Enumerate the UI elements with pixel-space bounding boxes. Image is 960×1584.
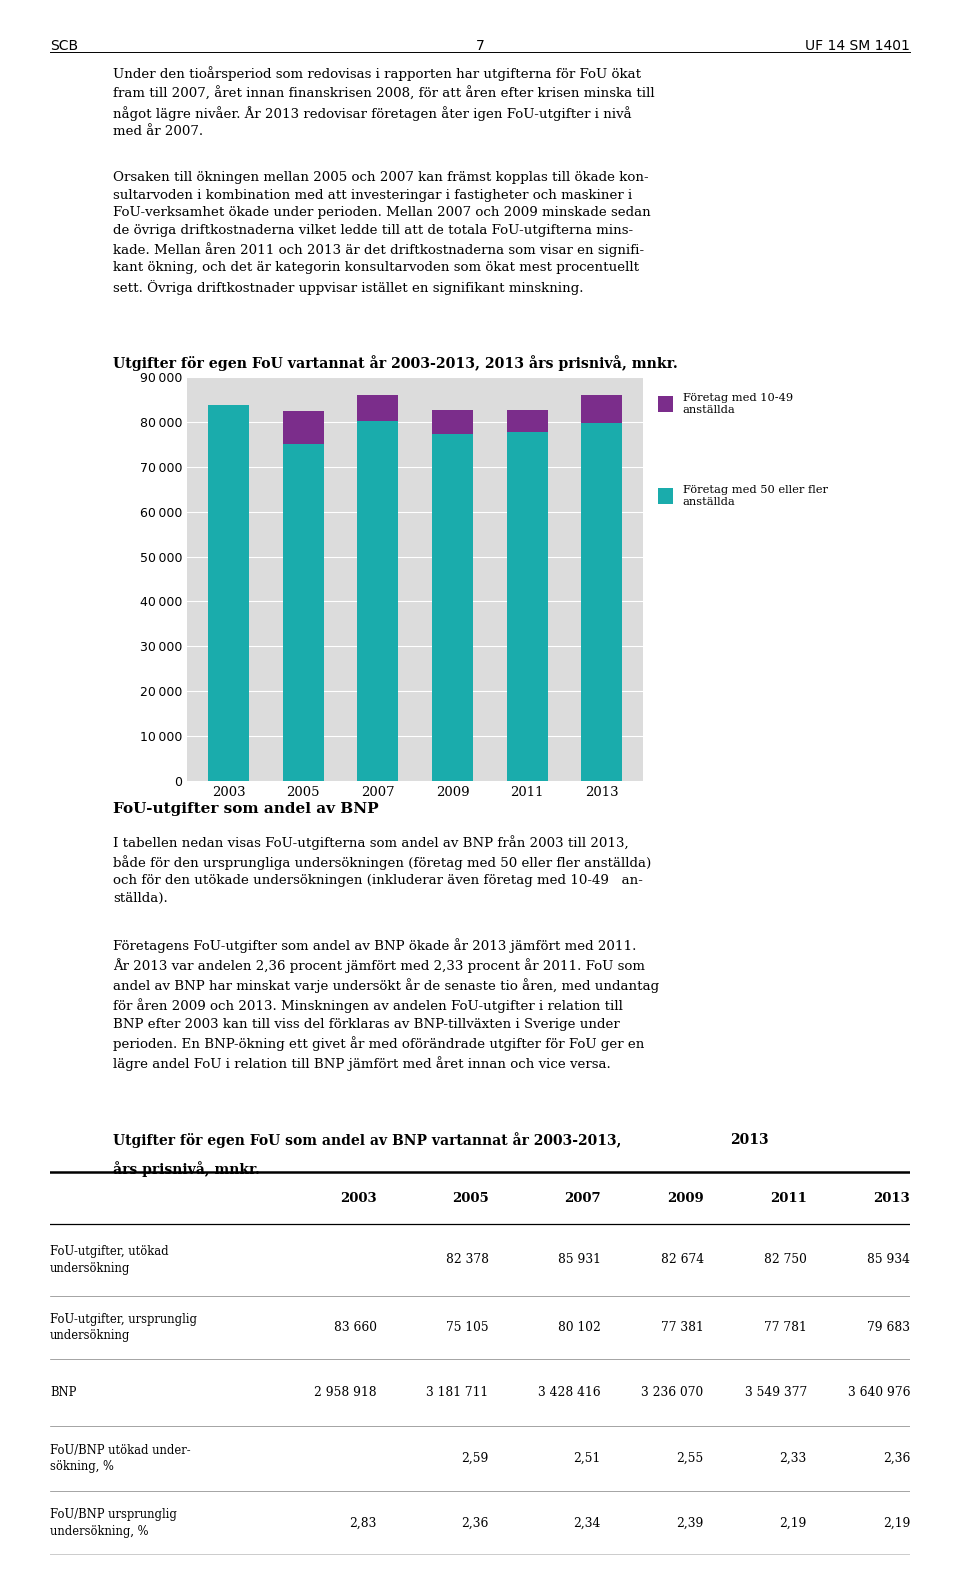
Text: års prisnivå, mnkr.: års prisnivå, mnkr. xyxy=(113,1161,260,1177)
Text: 85 931: 85 931 xyxy=(558,1253,600,1266)
Text: 80 102: 80 102 xyxy=(558,1321,600,1334)
Text: Orsaken till ökningen mellan 2005 och 2007 kan främst kopplas till ökade kon-
su: Orsaken till ökningen mellan 2005 och 20… xyxy=(113,171,651,295)
Bar xyxy=(507,410,548,432)
Bar xyxy=(357,421,398,781)
Text: 2013: 2013 xyxy=(730,1133,768,1147)
Bar xyxy=(282,444,324,781)
Text: Utgifter för egen FoU vartannat år 2003-2013, 2013 års prisnivå, mnkr.: Utgifter för egen FoU vartannat år 2003-… xyxy=(113,355,678,371)
Text: FoU-utgifter, utökad
undersökning: FoU-utgifter, utökad undersökning xyxy=(50,1245,169,1275)
Text: 3 640 976: 3 640 976 xyxy=(848,1386,910,1399)
Text: 2,33: 2,33 xyxy=(780,1453,806,1465)
Bar xyxy=(357,396,398,421)
Text: 2,36: 2,36 xyxy=(882,1453,910,1465)
Text: 77 781: 77 781 xyxy=(764,1321,806,1334)
Bar xyxy=(432,434,473,781)
Text: 2,19: 2,19 xyxy=(882,1516,910,1530)
Text: 3 549 377: 3 549 377 xyxy=(745,1386,806,1399)
Bar xyxy=(432,410,473,434)
Text: 2,19: 2,19 xyxy=(780,1516,806,1530)
Text: SCB: SCB xyxy=(50,38,78,52)
Text: Företagens FoU-utgifter som andel av BNP ökade år 2013 jämfört med 2011.
År 2013: Företagens FoU-utgifter som andel av BNP… xyxy=(113,938,660,1071)
Text: 3 428 416: 3 428 416 xyxy=(538,1386,600,1399)
Text: 2013: 2013 xyxy=(874,1191,910,1204)
Bar xyxy=(507,432,548,781)
Text: FoU-utgifter, ursprunglig
undersökning: FoU-utgifter, ursprunglig undersökning xyxy=(50,1313,197,1342)
Text: FoU-utgifter som andel av BNP: FoU-utgifter som andel av BNP xyxy=(113,802,379,816)
Text: 3 181 711: 3 181 711 xyxy=(426,1386,489,1399)
Bar xyxy=(582,423,622,781)
Text: 2005: 2005 xyxy=(452,1191,489,1204)
Text: 2 958 918: 2 958 918 xyxy=(314,1386,376,1399)
Text: 2,51: 2,51 xyxy=(573,1453,600,1465)
Text: 2,83: 2,83 xyxy=(349,1516,376,1530)
Text: 3 236 070: 3 236 070 xyxy=(641,1386,704,1399)
Text: 82 674: 82 674 xyxy=(660,1253,704,1266)
Text: Företag med 50 eller fler
anställda: Företag med 50 eller fler anställda xyxy=(683,485,828,507)
Text: 2,39: 2,39 xyxy=(676,1516,704,1530)
Bar xyxy=(208,406,249,781)
Text: 2003: 2003 xyxy=(340,1191,376,1204)
Text: Företag med 10-49
anställda: Företag med 10-49 anställda xyxy=(683,393,793,415)
Text: 2011: 2011 xyxy=(770,1191,806,1204)
Text: 79 683: 79 683 xyxy=(867,1321,910,1334)
Text: FoU/BNP utökad under-
sökning, %: FoU/BNP utökad under- sökning, % xyxy=(50,1443,190,1473)
Text: 2007: 2007 xyxy=(564,1191,600,1204)
Text: I tabellen nedan visas FoU-utgifterna som andel av BNP från 2003 till 2013,
både: I tabellen nedan visas FoU-utgifterna so… xyxy=(113,835,652,904)
Text: Utgifter för egen FoU som andel av BNP vartannat år 2003-2013,: Utgifter för egen FoU som andel av BNP v… xyxy=(113,1133,622,1148)
Text: 2,36: 2,36 xyxy=(461,1516,489,1530)
Text: 85 934: 85 934 xyxy=(867,1253,910,1266)
Text: UF 14 SM 1401: UF 14 SM 1401 xyxy=(805,38,910,52)
Text: 2,59: 2,59 xyxy=(461,1453,489,1465)
Text: BNP: BNP xyxy=(50,1386,76,1399)
Text: Under den tioårsperiod som redovisas i rapporten har utgifterna för FoU ökat
fra: Under den tioårsperiod som redovisas i r… xyxy=(113,67,655,138)
Text: 2009: 2009 xyxy=(667,1191,704,1204)
Text: 75 105: 75 105 xyxy=(446,1321,489,1334)
Text: 7: 7 xyxy=(475,38,485,52)
Text: 83 660: 83 660 xyxy=(334,1321,376,1334)
Text: 77 381: 77 381 xyxy=(660,1321,704,1334)
Text: FoU/BNP ursprunglig
undersökning, %: FoU/BNP ursprunglig undersökning, % xyxy=(50,1508,177,1538)
Text: 82 378: 82 378 xyxy=(445,1253,489,1266)
Text: 82 750: 82 750 xyxy=(764,1253,806,1266)
Bar xyxy=(582,396,622,423)
Text: 2,55: 2,55 xyxy=(677,1453,704,1465)
Text: 2,34: 2,34 xyxy=(573,1516,600,1530)
Bar xyxy=(282,412,324,444)
